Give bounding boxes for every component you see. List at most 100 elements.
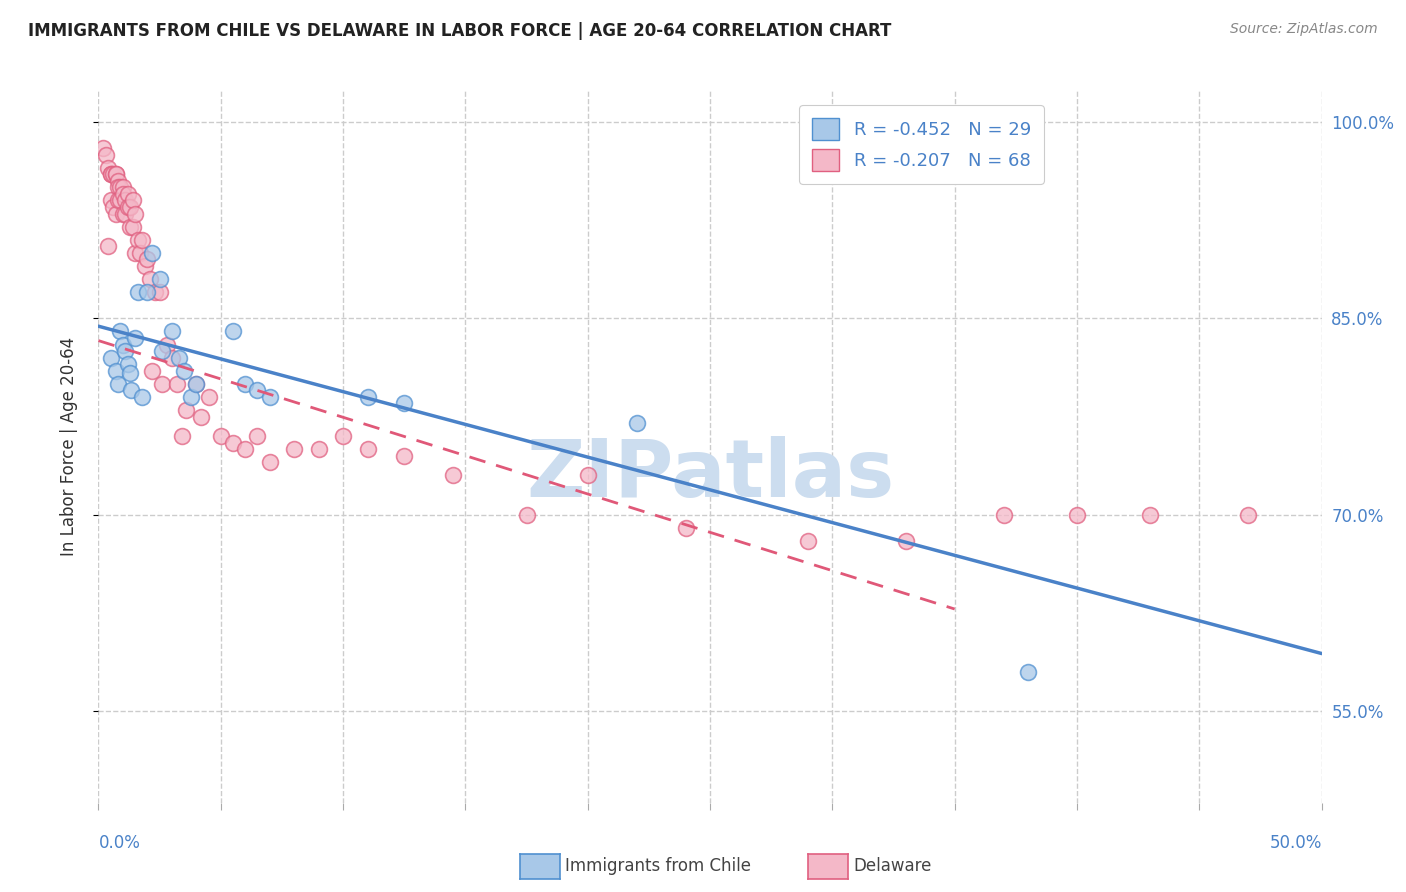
Point	[576, 468, 599, 483]
Point	[97, 239, 120, 253]
Point	[114, 194, 136, 208]
Point	[222, 325, 245, 339]
Point	[392, 449, 416, 463]
Point	[233, 376, 256, 391]
Point	[356, 442, 378, 457]
Point	[160, 325, 183, 339]
Point	[104, 167, 127, 181]
Point	[114, 344, 136, 359]
Point	[626, 416, 648, 430]
Text: 0.0%: 0.0%	[98, 834, 141, 852]
Point	[156, 337, 179, 351]
Text: Delaware: Delaware	[853, 857, 932, 875]
Point	[150, 344, 173, 359]
Point	[110, 325, 132, 339]
Point	[110, 180, 132, 194]
Point	[139, 272, 162, 286]
Point	[233, 442, 256, 457]
Point	[141, 245, 163, 260]
Text: 50.0%: 50.0%	[1270, 834, 1322, 852]
Point	[283, 442, 305, 457]
Point	[101, 200, 124, 214]
Point	[111, 186, 134, 201]
Point	[100, 351, 122, 365]
Point	[117, 186, 139, 201]
Point	[100, 167, 122, 181]
Point	[110, 194, 132, 208]
Point	[149, 285, 172, 300]
Point	[197, 390, 219, 404]
Point	[160, 351, 183, 365]
Point	[111, 206, 134, 220]
Point	[180, 390, 202, 404]
Point	[993, 508, 1015, 522]
Point	[120, 219, 142, 234]
Point	[149, 272, 172, 286]
Point	[91, 141, 114, 155]
Point	[104, 364, 127, 378]
Point	[107, 180, 129, 194]
Point	[114, 206, 136, 220]
Point	[166, 376, 188, 391]
Point	[97, 161, 120, 175]
Point	[797, 533, 820, 548]
Point	[894, 533, 917, 548]
Point	[111, 180, 134, 194]
Point	[186, 376, 208, 391]
Point	[107, 174, 129, 188]
Point	[101, 167, 124, 181]
Point	[143, 285, 166, 300]
Point	[259, 390, 281, 404]
Point	[1066, 508, 1088, 522]
Point	[127, 285, 149, 300]
Point	[186, 376, 208, 391]
Point	[259, 455, 281, 469]
Point	[117, 200, 139, 214]
Point	[100, 167, 122, 181]
Point	[94, 147, 117, 161]
Point	[1139, 508, 1161, 522]
Point	[176, 403, 198, 417]
Point	[104, 167, 127, 181]
Point	[222, 435, 245, 450]
Point	[136, 285, 159, 300]
Y-axis label: In Labor Force | Age 20-64: In Labor Force | Age 20-64	[59, 336, 77, 556]
Point	[104, 206, 127, 220]
Point	[332, 429, 354, 443]
Point	[190, 409, 212, 424]
Point	[121, 219, 143, 234]
Point	[141, 364, 163, 378]
Point	[246, 384, 269, 398]
Point	[170, 429, 193, 443]
Text: Source: ZipAtlas.com: Source: ZipAtlas.com	[1230, 22, 1378, 37]
Point	[246, 429, 269, 443]
Point	[308, 442, 330, 457]
Point	[117, 357, 139, 371]
Point	[120, 367, 142, 381]
Text: Immigrants from Chile: Immigrants from Chile	[565, 857, 751, 875]
Point	[516, 508, 538, 522]
Point	[107, 194, 129, 208]
Point	[134, 259, 156, 273]
Point	[392, 396, 416, 410]
Text: IMMIGRANTS FROM CHILE VS DELAWARE IN LABOR FORCE | AGE 20-64 CORRELATION CHART: IMMIGRANTS FROM CHILE VS DELAWARE IN LAB…	[28, 22, 891, 40]
Legend: R = -0.452   N = 29, R = -0.207   N = 68: R = -0.452 N = 29, R = -0.207 N = 68	[800, 105, 1043, 184]
Point	[675, 521, 697, 535]
Point	[129, 245, 152, 260]
Point	[127, 233, 149, 247]
Point	[120, 200, 142, 214]
Point	[136, 252, 159, 267]
Point	[100, 194, 122, 208]
Point	[121, 194, 143, 208]
Text: ZIPatlas: ZIPatlas	[526, 435, 894, 514]
Point	[356, 390, 378, 404]
Point	[167, 351, 190, 365]
Point	[441, 468, 464, 483]
Point	[124, 206, 146, 220]
Point	[1237, 508, 1260, 522]
Point	[150, 376, 173, 391]
Point	[131, 390, 153, 404]
Point	[111, 337, 134, 351]
Point	[124, 331, 146, 345]
Point	[124, 245, 146, 260]
